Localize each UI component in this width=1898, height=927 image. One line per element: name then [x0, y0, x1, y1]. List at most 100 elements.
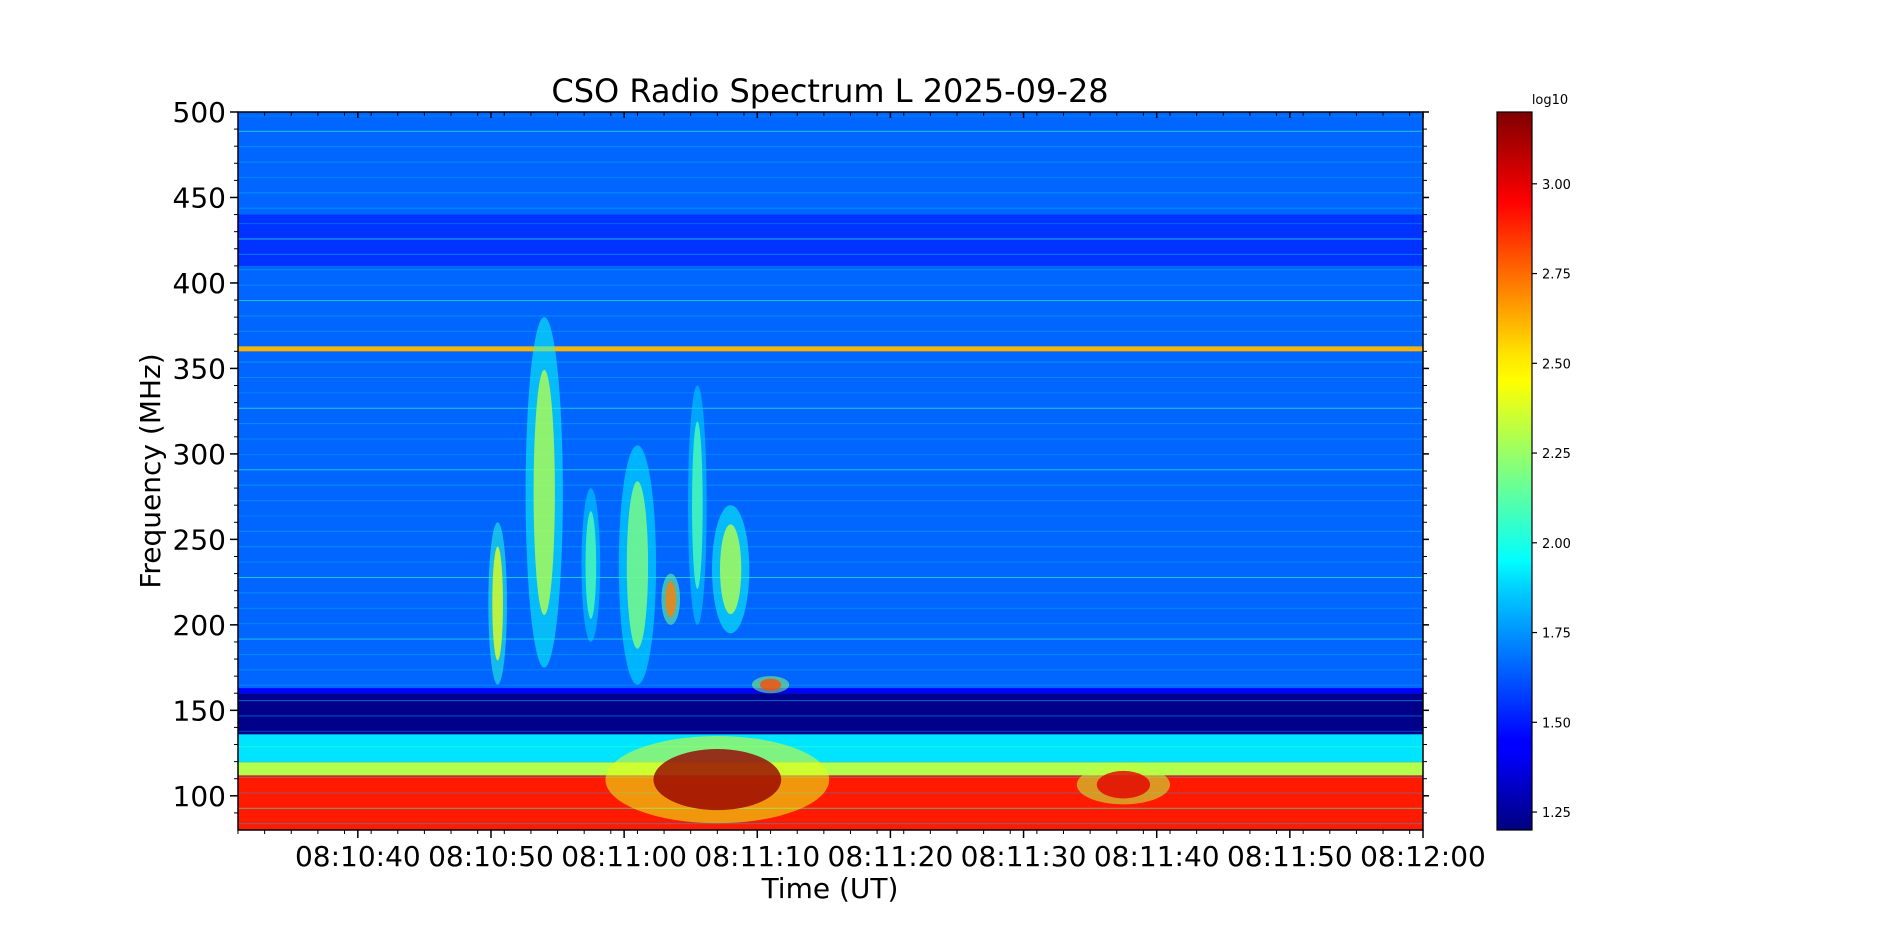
y-tick-label-2: 200	[173, 609, 226, 642]
colorbar-tick-label-6: 2.75	[1542, 268, 1571, 283]
colorbar-tick-label-1: 1.50	[1542, 716, 1571, 731]
x-tick-label-6: 08:11:40	[1094, 840, 1220, 873]
colorbar-tick-label-2: 1.75	[1542, 627, 1571, 642]
heatmap-texture-line	[238, 546, 1423, 548]
x-tick-label-5: 08:11:30	[961, 840, 1087, 873]
y-tick-label-5: 350	[173, 352, 226, 385]
heatmap-texture-line	[238, 700, 1423, 702]
heatmap-texture-line	[238, 684, 1423, 686]
x-tick-label-0: 08:10:40	[295, 840, 421, 873]
heatmap-texture-line	[238, 500, 1423, 502]
heatmap-texture-line	[238, 715, 1423, 717]
heatmap-texture-line	[238, 561, 1423, 563]
heatmap-texture-line	[238, 207, 1423, 209]
heatmap-texture-line	[238, 623, 1423, 625]
y-tick-label-3: 250	[173, 523, 226, 556]
heatmap-texture-line	[238, 115, 1423, 117]
y-tick-label-8: 500	[173, 96, 226, 129]
heatmap-texture-line	[238, 192, 1423, 194]
heatmap-texture-line	[238, 669, 1423, 671]
heatmap-texture-line	[238, 284, 1423, 286]
heatmap-texture-line	[238, 777, 1423, 779]
x-tick-label-1: 08:10:50	[428, 840, 554, 873]
heatmap-texture-line	[238, 607, 1423, 609]
heatmap-texture-line	[238, 746, 1423, 748]
heatmap-texture-line	[238, 253, 1423, 255]
heatmap-band-5	[238, 346, 1423, 352]
heatmap-burst-8	[653, 749, 782, 811]
heatmap-texture-line	[238, 638, 1423, 640]
heatmap-burst-2	[585, 511, 597, 619]
heatmap-texture-line	[238, 269, 1423, 271]
heatmap-texture-line	[238, 161, 1423, 163]
x-tick-label-8: 08:12:00	[1360, 840, 1486, 873]
heatmap-texture-line	[238, 761, 1423, 763]
y-tick-label-1: 150	[173, 694, 226, 727]
heatmap-texture-line	[238, 438, 1423, 440]
y-tick-label-0: 100	[173, 780, 226, 813]
heatmap-band-0	[238, 775, 1423, 830]
heatmap-burst-6	[719, 524, 742, 615]
heatmap-band-1	[238, 761, 1423, 776]
heatmap-texture-line	[238, 807, 1423, 809]
heatmap-texture-line	[238, 300, 1423, 302]
colorbar-label: log10	[1532, 93, 1568, 108]
colorbar-tick-label-5: 2.50	[1542, 357, 1571, 372]
x-tick-label-3: 08:11:10	[694, 840, 820, 873]
colorbar-tick-label-3: 2.00	[1542, 537, 1571, 552]
heatmap-texture-line	[238, 484, 1423, 486]
heatmap-texture-line	[238, 392, 1423, 394]
heatmap-texture-line	[238, 453, 1423, 455]
heatmap-band-4	[238, 688, 1423, 694]
colorbar-tick-label-4: 2.25	[1542, 447, 1571, 462]
heatmap-texture-line	[238, 330, 1423, 332]
colorbar-tick-label-0: 1.25	[1542, 806, 1571, 821]
heatmap-texture-line	[238, 238, 1423, 240]
chart-title: CSO Radio Spectrum L 2025-09-28	[551, 72, 1108, 110]
heatmap-texture-line	[238, 407, 1423, 409]
heatmap-texture-line	[238, 515, 1423, 517]
heatmap-burst-0	[492, 546, 503, 661]
heatmap-burst-5	[692, 421, 703, 589]
heatmap-texture-line	[238, 792, 1423, 794]
colorbar-ticks: 1.25 1.50 1.75 2.00 2.25 2.50 2.75 3.00	[1532, 178, 1571, 821]
heatmap-texture-line	[238, 315, 1423, 317]
heatmap-burst-7	[759, 678, 782, 691]
heatmap-burst-1	[533, 369, 555, 616]
heatmap-texture-line	[238, 576, 1423, 578]
heatmap-texture-line	[238, 361, 1423, 363]
y-tick-label-4: 300	[173, 438, 226, 471]
y-axis-label: Frequency (MHz)	[134, 353, 167, 588]
x-axis-label: Time (UT)	[761, 872, 899, 905]
y-axis-ticks: 100 150 200 250 300 350 400 450 500	[173, 96, 1429, 814]
heatmap-texture-line	[238, 653, 1423, 655]
colorbar: log10 1.25 1.50 1.75 2.00 2.25 2.50 2.75 3.00	[1496, 93, 1571, 831]
heatmap-texture-line	[238, 376, 1423, 378]
heatmap-band-2	[238, 734, 1423, 762]
colorbar-gradient	[1496, 111, 1533, 831]
heatmap-band-6	[238, 214, 1423, 266]
heatmap-texture-line	[238, 730, 1423, 732]
heatmap-texture-line	[238, 423, 1423, 425]
heatmap-burst-3	[626, 481, 649, 649]
y-tick-label-7: 450	[173, 181, 226, 214]
heatmap-burst-9	[1096, 770, 1151, 799]
x-tick-label-7: 08:11:50	[1227, 840, 1353, 873]
heatmap-texture-line	[238, 223, 1423, 225]
x-axis-ticks: 08:10:40 08:10:50 08:11:00 08:11:10 08:11:20…	[237, 112, 1486, 873]
heatmap-texture-line	[238, 346, 1423, 348]
heatmap-texture-line	[238, 823, 1423, 825]
heatmap-texture-line	[238, 176, 1423, 178]
spectrogram-plot-area	[238, 112, 1423, 830]
y-tick-label-6: 400	[173, 267, 226, 300]
heatmap-band-3	[238, 693, 1423, 735]
spectrogram-heatmap	[238, 112, 1423, 830]
heatmap-burst-4	[665, 581, 677, 618]
heatmap-texture-line	[238, 530, 1423, 532]
heatmap-texture-line	[238, 130, 1423, 132]
x-tick-label-4: 08:11:20	[828, 840, 954, 873]
heatmap-texture-line	[238, 469, 1423, 471]
x-tick-label-2: 08:11:00	[561, 840, 687, 873]
heatmap-texture-line	[238, 146, 1423, 148]
